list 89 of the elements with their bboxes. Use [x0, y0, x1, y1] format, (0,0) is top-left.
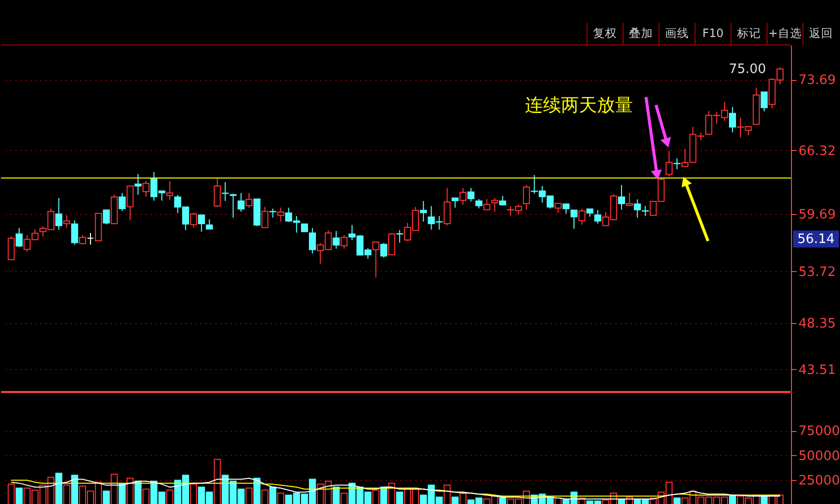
candlestick	[760, 92, 768, 112]
candlestick	[570, 210, 578, 230]
candlestick	[618, 184, 626, 210]
text: 叠加	[629, 26, 653, 40]
candlestick	[142, 180, 150, 198]
candlestick	[483, 198, 490, 210]
y-tick-label: 59.69	[798, 208, 836, 223]
candlestick	[642, 205, 649, 217]
candlestick	[372, 242, 380, 278]
candlestick	[594, 209, 602, 224]
candlestick	[522, 184, 530, 210]
candlestick	[166, 180, 174, 201]
candlestick	[71, 220, 78, 246]
y-tick-label: 75000	[798, 424, 840, 440]
bar	[253, 478, 260, 504]
bar	[134, 480, 142, 504]
candlestick	[674, 158, 681, 170]
candlestick	[55, 197, 62, 230]
bar	[396, 492, 404, 504]
candlestick	[102, 209, 110, 225]
y-tick-label: 50000	[798, 448, 840, 464]
text: 56.14	[797, 232, 835, 247]
candlestick	[246, 192, 253, 208]
bar	[760, 496, 768, 504]
bar	[71, 474, 78, 504]
candlestick	[238, 192, 245, 212]
candlestick	[729, 106, 736, 133]
y-tick-label: 66.32	[798, 144, 836, 159]
text: 复权	[593, 26, 617, 40]
bar	[729, 494, 736, 504]
candlestick	[214, 177, 221, 208]
candlestick	[554, 202, 562, 214]
candlestick	[562, 204, 570, 214]
y-tick-label: 53.72	[798, 264, 836, 280]
bar	[380, 486, 388, 504]
candlestick	[499, 195, 506, 206]
candlestick	[118, 192, 126, 212]
candlestick	[206, 218, 213, 230]
candlestick	[190, 212, 198, 228]
candlestick	[198, 214, 205, 232]
bar	[118, 484, 126, 504]
bar	[332, 486, 340, 504]
bar	[269, 486, 276, 504]
candlestick	[79, 234, 86, 245]
text: 标记	[736, 26, 761, 40]
bar	[499, 498, 506, 504]
candlestick	[444, 188, 451, 226]
bar	[16, 488, 23, 504]
candlestick	[332, 230, 340, 250]
text: +自选	[768, 26, 802, 40]
candlestick	[420, 200, 427, 222]
bar	[452, 496, 459, 504]
bar	[674, 498, 681, 504]
annotation: 75.00	[728, 62, 766, 78]
candlestick	[460, 188, 467, 206]
candlestick	[8, 236, 15, 260]
candlestick	[308, 228, 316, 254]
candlestick	[340, 234, 348, 250]
y-tick-label: 48.35	[798, 316, 836, 332]
candlestick	[134, 173, 142, 196]
bar	[55, 472, 62, 504]
candlestick	[634, 198, 641, 218]
candlestick	[467, 188, 474, 202]
candlestick	[452, 197, 459, 208]
candlestick	[86, 232, 94, 246]
candlestick	[491, 197, 498, 212]
candlestick	[626, 192, 633, 206]
candlestick	[380, 242, 388, 258]
candlestick	[277, 207, 284, 222]
candlestick	[63, 214, 70, 228]
text: F10	[702, 26, 724, 40]
y-tick-label: 43.51	[798, 362, 836, 378]
candlestick	[16, 228, 23, 248]
candlestick	[578, 208, 586, 226]
candlestick	[666, 150, 673, 177]
candlestick	[269, 208, 276, 218]
candlestick	[261, 206, 268, 228]
annotation: 连续两天放量	[525, 95, 633, 116]
candlestick	[230, 193, 237, 218]
y-tick-label: 73.69	[798, 73, 836, 88]
text: 返回	[809, 26, 833, 40]
candlestick	[126, 185, 134, 220]
candlestick	[222, 182, 229, 202]
bar	[102, 490, 110, 504]
candlestick	[388, 232, 396, 256]
candlestick	[396, 230, 404, 244]
candlestick	[475, 198, 482, 209]
y-tick-label: 25000	[798, 474, 840, 489]
text: 画线	[665, 26, 689, 40]
